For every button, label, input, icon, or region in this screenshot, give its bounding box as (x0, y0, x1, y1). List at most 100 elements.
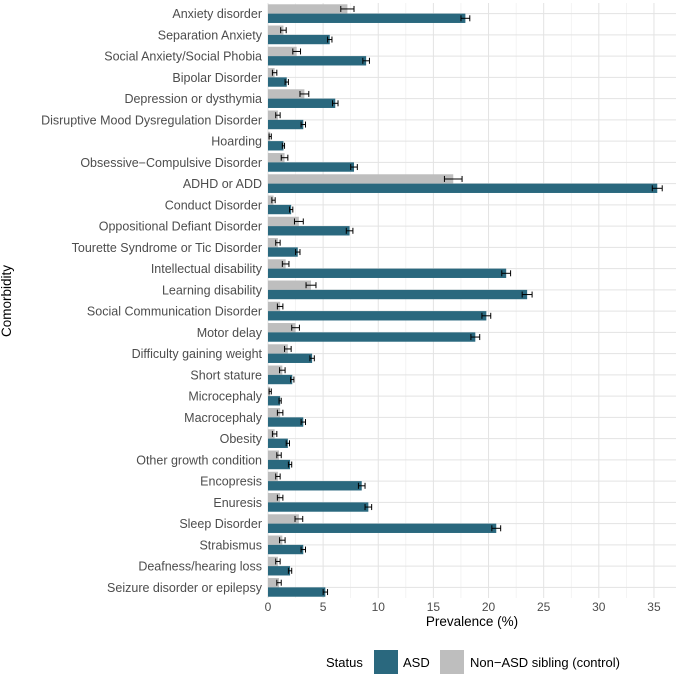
bar-asd-seizure-disorder-or-epilepsy (268, 587, 326, 597)
legend-swatch-control (440, 650, 464, 674)
legend-title: Status (326, 655, 363, 670)
bar-asd-macrocephaly (268, 417, 304, 427)
error-bar-control-obesity (271, 430, 278, 437)
category-label-social-communication-disorder: Social Communication Disorder (87, 305, 262, 319)
category-label-oppositional-defiant-disorder: Oppositional Defiant Disorder (99, 220, 262, 234)
category-label-bipolar-disorder: Bipolar Disorder (172, 71, 262, 85)
category-label-separation-anxiety: Separation Anxiety (158, 28, 263, 42)
error-bar-asd-deafness-hearing-loss (287, 567, 293, 574)
bar-control-enuresis (268, 493, 281, 503)
y-axis-title: Comorbidity (0, 265, 14, 337)
bar-asd-social-anxiety-social-phobia (268, 56, 367, 66)
bar-control-bipolar-disorder (268, 68, 275, 78)
error-bar-control-microcephaly (268, 388, 272, 395)
bar-control-short-stature (268, 365, 283, 375)
legend-swatch-asd (374, 650, 398, 674)
error-bar-asd-sleep-disorder (491, 525, 502, 532)
category-label-obsessive-compulsive-disorder: Obsessive−Compulsive Disorder (80, 156, 262, 170)
category-labels: Anxiety disorder Separation Anxiety Social… (41, 7, 263, 595)
error-bar-asd-conduct-disorder (289, 206, 294, 213)
bar-asd-bipolar-disorder (268, 77, 287, 87)
legend-label-control: Non−ASD sibling (control) (470, 655, 620, 670)
category-label-macrocephaly: Macrocephaly (184, 411, 263, 425)
bar-control-strabismus (268, 535, 283, 545)
error-bar-asd-short-stature (290, 376, 295, 383)
error-bar-asd-seizure-disorder-or-epilepsy (322, 589, 329, 596)
bar-asd-obsessive-compulsive-disorder (268, 162, 355, 172)
bar-asd-depression-or-dysthymia (268, 98, 336, 108)
x-tick-label: 10 (372, 600, 386, 614)
bar-asd-deafness-hearing-loss (268, 566, 291, 576)
error-bar-asd-microcephaly (278, 397, 282, 404)
bar-asd-adhd-or-add (268, 183, 658, 193)
error-bar-asd-separation-anxiety (327, 36, 333, 43)
bar-asd-disruptive-mood-dysregulation-disorder (268, 119, 304, 130)
legend: Status ASD Non−ASD sibling (control) (326, 650, 620, 674)
error-bar-control-motor-delay (291, 324, 300, 331)
bar-control-separation-anxiety (268, 25, 284, 35)
bar-asd-tourette-syndrome-or-tic-disorder (268, 247, 298, 257)
error-bar-control-sleep-disorder (294, 515, 304, 522)
error-bar-asd-social-anxiety-social-phobia (362, 57, 370, 64)
category-label-enuresis: Enuresis (213, 496, 262, 510)
bar-asd-obesity (268, 438, 288, 448)
x-tick-labels: 0 5 10 15 20 25 30 35 (265, 600, 661, 614)
error-bar-control-depression-or-dysthymia (299, 90, 310, 97)
bar-asd-oppositional-defiant-disorder (268, 226, 350, 236)
bar-control-adhd-or-add (268, 174, 454, 184)
error-bar-control-difficulty-gaining-weight (284, 345, 292, 352)
error-bar-control-social-anxiety-social-phobia (292, 48, 302, 55)
error-bar-asd-enuresis (364, 504, 373, 511)
category-label-seizure-disorder-or-epilepsy: Seizure disorder or epilepsy (107, 581, 263, 595)
x-tick-label: 25 (537, 600, 551, 614)
bar-asd-encopresis (268, 481, 362, 491)
bar-asd-anxiety-disorder (268, 13, 466, 23)
bar-control-conduct-disorder (268, 195, 274, 205)
bar-control-seizure-disorder-or-epilepsy (268, 578, 280, 588)
bar-asd-separation-anxiety (268, 34, 330, 45)
error-bar-asd-oppositional-defiant-disorder (345, 227, 354, 234)
error-bar-control-deafness-hearing-loss (275, 558, 281, 565)
error-bar-asd-obsessive-compulsive-disorder (350, 164, 358, 171)
bar-asd-social-communication-disorder (268, 311, 487, 321)
bar-asd-short-stature (268, 374, 293, 385)
error-bar-asd-social-communication-disorder (481, 312, 492, 319)
error-bar-control-strabismus (279, 537, 286, 544)
error-bar-control-conduct-disorder (271, 197, 276, 204)
error-bar-control-learning-disability (305, 282, 317, 289)
category-label-encopresis: Encopresis (200, 475, 262, 489)
x-tick-label: 30 (592, 600, 606, 614)
error-bar-asd-learning-disability (521, 291, 533, 298)
category-label-deafness-hearing-loss: Deafness/hearing loss (138, 560, 262, 574)
bar-asd-other-growth-condition (268, 459, 291, 470)
error-bar-asd-difficulty-gaining-weight (309, 355, 315, 362)
error-bar-control-obsessive-compulsive-disorder (280, 154, 289, 161)
bar-control-encopresis (268, 471, 278, 482)
error-bar-asd-adhd-or-add (651, 185, 663, 192)
bar-asd-hoarding (268, 141, 284, 151)
error-bar-asd-motor-delay (470, 334, 481, 341)
error-bar-asd-macrocephaly (300, 419, 306, 426)
error-bar-control-other-growth-condition (276, 452, 282, 459)
bar-control-oppositional-defiant-disorder (268, 216, 299, 227)
bar-asd-sleep-disorder (268, 523, 497, 533)
error-bar-control-bipolar-disorder (271, 69, 278, 76)
category-label-depression-or-dysthymia: Depression or dysthymia (124, 92, 262, 106)
error-bar-control-intellectual-disability (281, 260, 290, 267)
bar-asd-motor-delay (268, 332, 476, 342)
category-label-intellectual-disability: Intellectual disability (151, 262, 263, 276)
bar-control-obesity (268, 429, 275, 439)
bar-asd-conduct-disorder (268, 204, 292, 215)
bar-control-anxiety-disorder (268, 4, 348, 14)
error-bar-asd-depression-or-dysthymia (332, 100, 339, 107)
error-bar-asd-tourette-syndrome-or-tic-disorder (295, 249, 301, 256)
category-label-sleep-disorder: Sleep Disorder (179, 517, 262, 531)
bar-control-macrocephaly (268, 408, 281, 418)
error-bar-control-disruptive-mood-dysregulation-disorder (275, 112, 281, 119)
bar-asd-learning-disability (268, 289, 528, 300)
error-bar-control-macrocephaly (276, 409, 284, 416)
x-tick-label: 20 (482, 600, 496, 614)
error-bars (268, 5, 663, 596)
error-bar-control-oppositional-defiant-disorder (293, 218, 304, 225)
error-bar-asd-disruptive-mood-dysregulation-disorder (300, 121, 306, 128)
